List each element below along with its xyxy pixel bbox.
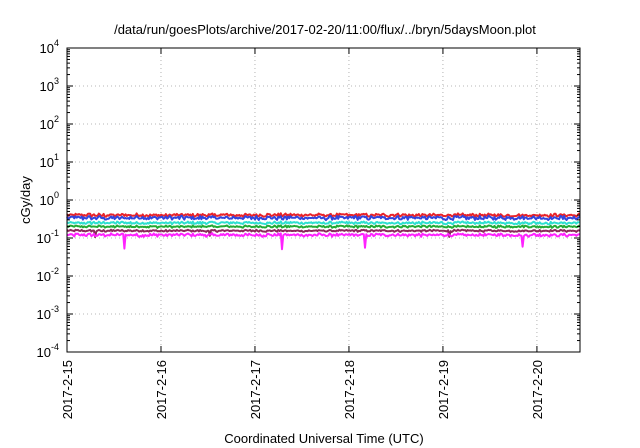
y-tick-base: 10 bbox=[40, 117, 54, 132]
y-tick-label: 101 bbox=[40, 152, 59, 170]
series-line-4 bbox=[66, 224, 581, 229]
y-tick-base: 10 bbox=[40, 41, 54, 56]
series-line-6 bbox=[66, 232, 581, 251]
y-tick-label: 10-1 bbox=[37, 228, 59, 246]
x-axis-label: Coordinated Universal Time (UTC) bbox=[224, 431, 423, 446]
y-tick-exponent: 4 bbox=[54, 38, 59, 48]
y-tick-exponent: 1 bbox=[54, 152, 59, 162]
y-tick-base: 10 bbox=[40, 193, 54, 208]
y-axis-label: cGy/day bbox=[18, 176, 33, 224]
y-tick-label: 104 bbox=[40, 38, 59, 56]
y-tick-exponent: -1 bbox=[51, 228, 59, 238]
x-axis: 2017-2-15 2017-2-16 2017-2-17 2017-2-18 2017… bbox=[60, 48, 545, 419]
y-tick-label: 102 bbox=[40, 114, 59, 132]
x-tick-label: 2017-2-19 bbox=[436, 360, 451, 419]
x-tick-label: 2017-2-18 bbox=[342, 360, 357, 419]
x-tick-label: 2017-2-20 bbox=[530, 360, 545, 419]
y-tick-label: 103 bbox=[40, 76, 59, 94]
grid bbox=[66, 47, 580, 353]
series-line-3 bbox=[66, 220, 581, 226]
x-tick-label: 2017-2-15 bbox=[60, 360, 75, 419]
y-tick-base: 10 bbox=[37, 269, 51, 284]
y-tick-base: 10 bbox=[37, 307, 51, 322]
y-tick-exponent: 0 bbox=[54, 190, 59, 200]
y-tick-label: 100 bbox=[40, 190, 59, 208]
y-tick-base: 10 bbox=[40, 79, 54, 94]
y-tick-exponent: -4 bbox=[51, 342, 59, 352]
series-line-5 bbox=[66, 228, 581, 239]
y-tick-exponent: 3 bbox=[54, 76, 59, 86]
y-tick-label: 10-3 bbox=[37, 304, 59, 322]
y-tick-label: 10-2 bbox=[37, 266, 59, 284]
y-tick-base: 10 bbox=[40, 155, 54, 170]
y-tick-exponent: -2 bbox=[51, 266, 59, 276]
y-tick-base: 10 bbox=[37, 345, 51, 360]
y-tick-exponent: 2 bbox=[54, 114, 59, 124]
y-tick-base: 10 bbox=[37, 231, 51, 246]
series-group bbox=[66, 212, 581, 251]
y-tick-label: 10-4 bbox=[37, 342, 59, 360]
x-tick-label: 2017-2-17 bbox=[248, 360, 263, 419]
series-line-1 bbox=[66, 212, 581, 218]
chart-title: /data/run/goesPlots/archive/2017-02-20/1… bbox=[114, 22, 536, 37]
x-tick-label: 2017-2-16 bbox=[154, 360, 169, 419]
y-tick-exponent: -3 bbox=[51, 304, 59, 314]
series-line-2 bbox=[66, 214, 581, 222]
